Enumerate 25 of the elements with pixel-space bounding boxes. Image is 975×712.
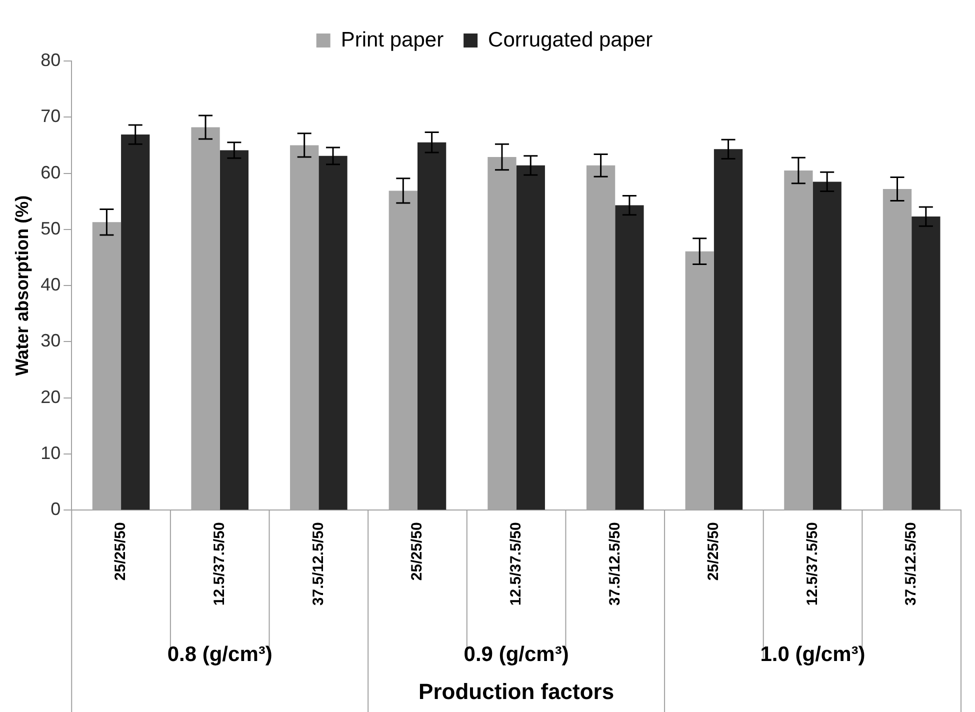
x-tick-label: 37.5/12.5/50 [902,522,920,606]
y-tick-label: 60 [40,162,61,182]
x-tick-label: 37.5/12.5/50 [606,522,624,606]
legend-label: Corrugated paper [488,28,653,52]
y-axis-title: Water absorption (%) [12,195,32,376]
x-tick-label: 25/25/50 [112,522,130,581]
x-axis-title: Production factors [418,678,614,704]
x-tick-label: 12.5/37.5/50 [507,522,524,606]
y-tick-label: 10 [40,443,61,464]
legend-label: Print paper [340,28,444,52]
x-tick-label: 37.5/12.5/50 [310,522,327,606]
x-tick-label: 25/25/50 [408,522,426,581]
y-tick-label: 70 [40,106,61,126]
y-tick-label: 20 [40,386,61,407]
text: 1.0 (g/cm³) [760,642,866,666]
y-tick-label: 80 [40,50,61,70]
y-tick-label: 30 [40,330,61,351]
text: 0.9 (g/cm³) [464,642,569,666]
y-tick-label: 40 [40,274,61,295]
text: 0.8 (g/cm³) [167,642,272,666]
y-tick-label: 50 [40,218,61,238]
x-tick-label: 12.5/37.5/50 [804,522,821,606]
y-tick-label: 0 [50,499,61,520]
x-tick-label: 25/25/50 [705,522,722,581]
x-tick-label: 12.5/37.5/50 [210,522,228,606]
